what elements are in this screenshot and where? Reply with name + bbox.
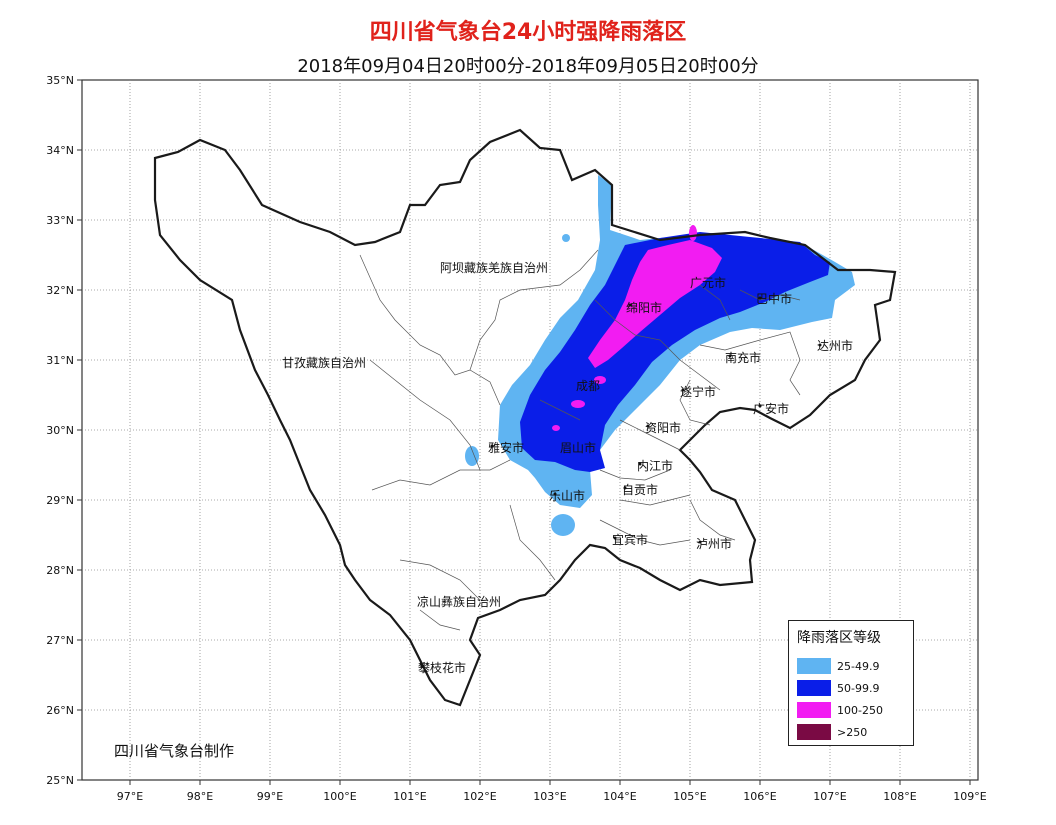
label-yibin: 宜宾市 [612, 532, 648, 547]
label-yaan: 雅安市 [488, 440, 524, 455]
legend-swatch [797, 658, 831, 674]
lon-label: 101°E [393, 790, 426, 803]
legend-item: 50-99.9 [797, 677, 913, 699]
map-title: 四川省气象台24小时强降雨落区 [369, 20, 687, 45]
label-guangan: 广安市 [753, 401, 789, 416]
lat-label: 34°N [46, 144, 74, 157]
label-leshan: 乐山市 [549, 488, 585, 503]
legend-label: 100-250 [837, 703, 883, 717]
label-guangyuan: 广元市 [690, 275, 726, 290]
lat-label: 32°N [46, 284, 74, 297]
label-mianyang: 绵阳市 [626, 300, 662, 315]
rain-area-25-49-patch [551, 514, 575, 536]
label-neijiang: 内江市 [637, 458, 673, 473]
city-markers [420, 296, 822, 668]
legend-swatch [797, 724, 831, 740]
label-liangshan: 凉山彝族自治州 [417, 594, 501, 609]
legend-title: 降雨落区等级 [797, 630, 881, 646]
rain-area-100-250-patch [594, 376, 606, 384]
province-border [153, 128, 897, 707]
lat-label: 25°N [46, 774, 74, 787]
lon-label: 108°E [883, 790, 916, 803]
legend-label: 50-99.9 [837, 681, 880, 695]
legend-item: 100-250 [797, 699, 913, 721]
label-panzhihua: 攀枝花市 [418, 660, 466, 675]
label-suining: 遂宁市 [680, 384, 716, 399]
rain-area-25-49-patch [465, 446, 479, 466]
label-dazhou: 达州市 [817, 338, 853, 353]
lat-label: 35°N [46, 74, 74, 87]
legend-swatch [797, 680, 831, 696]
lat-label: 26°N [46, 704, 74, 717]
rain-area-100-250 [588, 240, 722, 368]
map-subtitle: 2018年09月04日20时00分-2018年09月05日20时00分 [297, 56, 759, 77]
label-ziyang: 资阳市 [645, 420, 681, 435]
lon-label: 99°E [257, 790, 283, 803]
lon-label: 104°E [603, 790, 636, 803]
lon-label: 98°E [187, 790, 213, 803]
lat-label: 30°N [46, 424, 74, 437]
legend-item: 25-49.9 [797, 655, 913, 677]
label-bazhong: 巴中市 [756, 291, 792, 306]
lat-label: 31°N [46, 354, 74, 367]
label-luzhou: 泸州市 [696, 536, 732, 551]
rain-area-25-49-patch [562, 234, 570, 242]
rain-area-100-250-patch [552, 425, 560, 431]
rain-area-100-250-patch [571, 400, 585, 408]
legend: 降雨落区等级 25-49.9 50-99.9 100-250 >250 [788, 620, 914, 746]
lon-label: 97°E [117, 790, 143, 803]
legend-label: 25-49.9 [837, 659, 880, 673]
lon-label: 109°E [953, 790, 986, 803]
latitude-labels: 35°N 34°N 33°N 32°N 31°N 30°N 29°N 28°N 27°N 26°N… [46, 74, 82, 787]
label-nanchong: 南充市 [725, 350, 761, 365]
prefecture-borders [359, 249, 801, 631]
legend-item: >250 [797, 721, 913, 743]
label-zigong: 自贡市 [622, 482, 658, 497]
lon-label: 102°E [463, 790, 496, 803]
credit-text: 四川省气象台制作 [114, 742, 235, 760]
label-ganzi: 甘孜藏族自治州 [282, 356, 366, 370]
lat-label: 33°N [46, 214, 74, 227]
lat-label: 27°N [46, 634, 74, 647]
lon-label: 107°E [813, 790, 846, 803]
lon-label: 103°E [533, 790, 566, 803]
legend-label: >250 [837, 725, 868, 739]
lon-label: 105°E [673, 790, 706, 803]
lat-label: 29°N [46, 494, 74, 507]
lon-label: 106°E [743, 790, 776, 803]
rain-area-50-99 [520, 232, 830, 472]
lon-label: 100°E [323, 790, 356, 803]
rain-area-100-250-patch [689, 225, 697, 241]
legend-swatch [797, 702, 831, 718]
label-aba: 阿坝藏族羌族自治州 [440, 261, 548, 275]
longitude-labels: 97°E 98°E 99°E 100°E 101°E 102°E 103°E 104°E 105… [117, 780, 987, 803]
label-meishan: 眉山市 [560, 440, 596, 455]
label-chengdu: 成都 [576, 379, 600, 393]
lat-label: 28°N [46, 564, 74, 577]
